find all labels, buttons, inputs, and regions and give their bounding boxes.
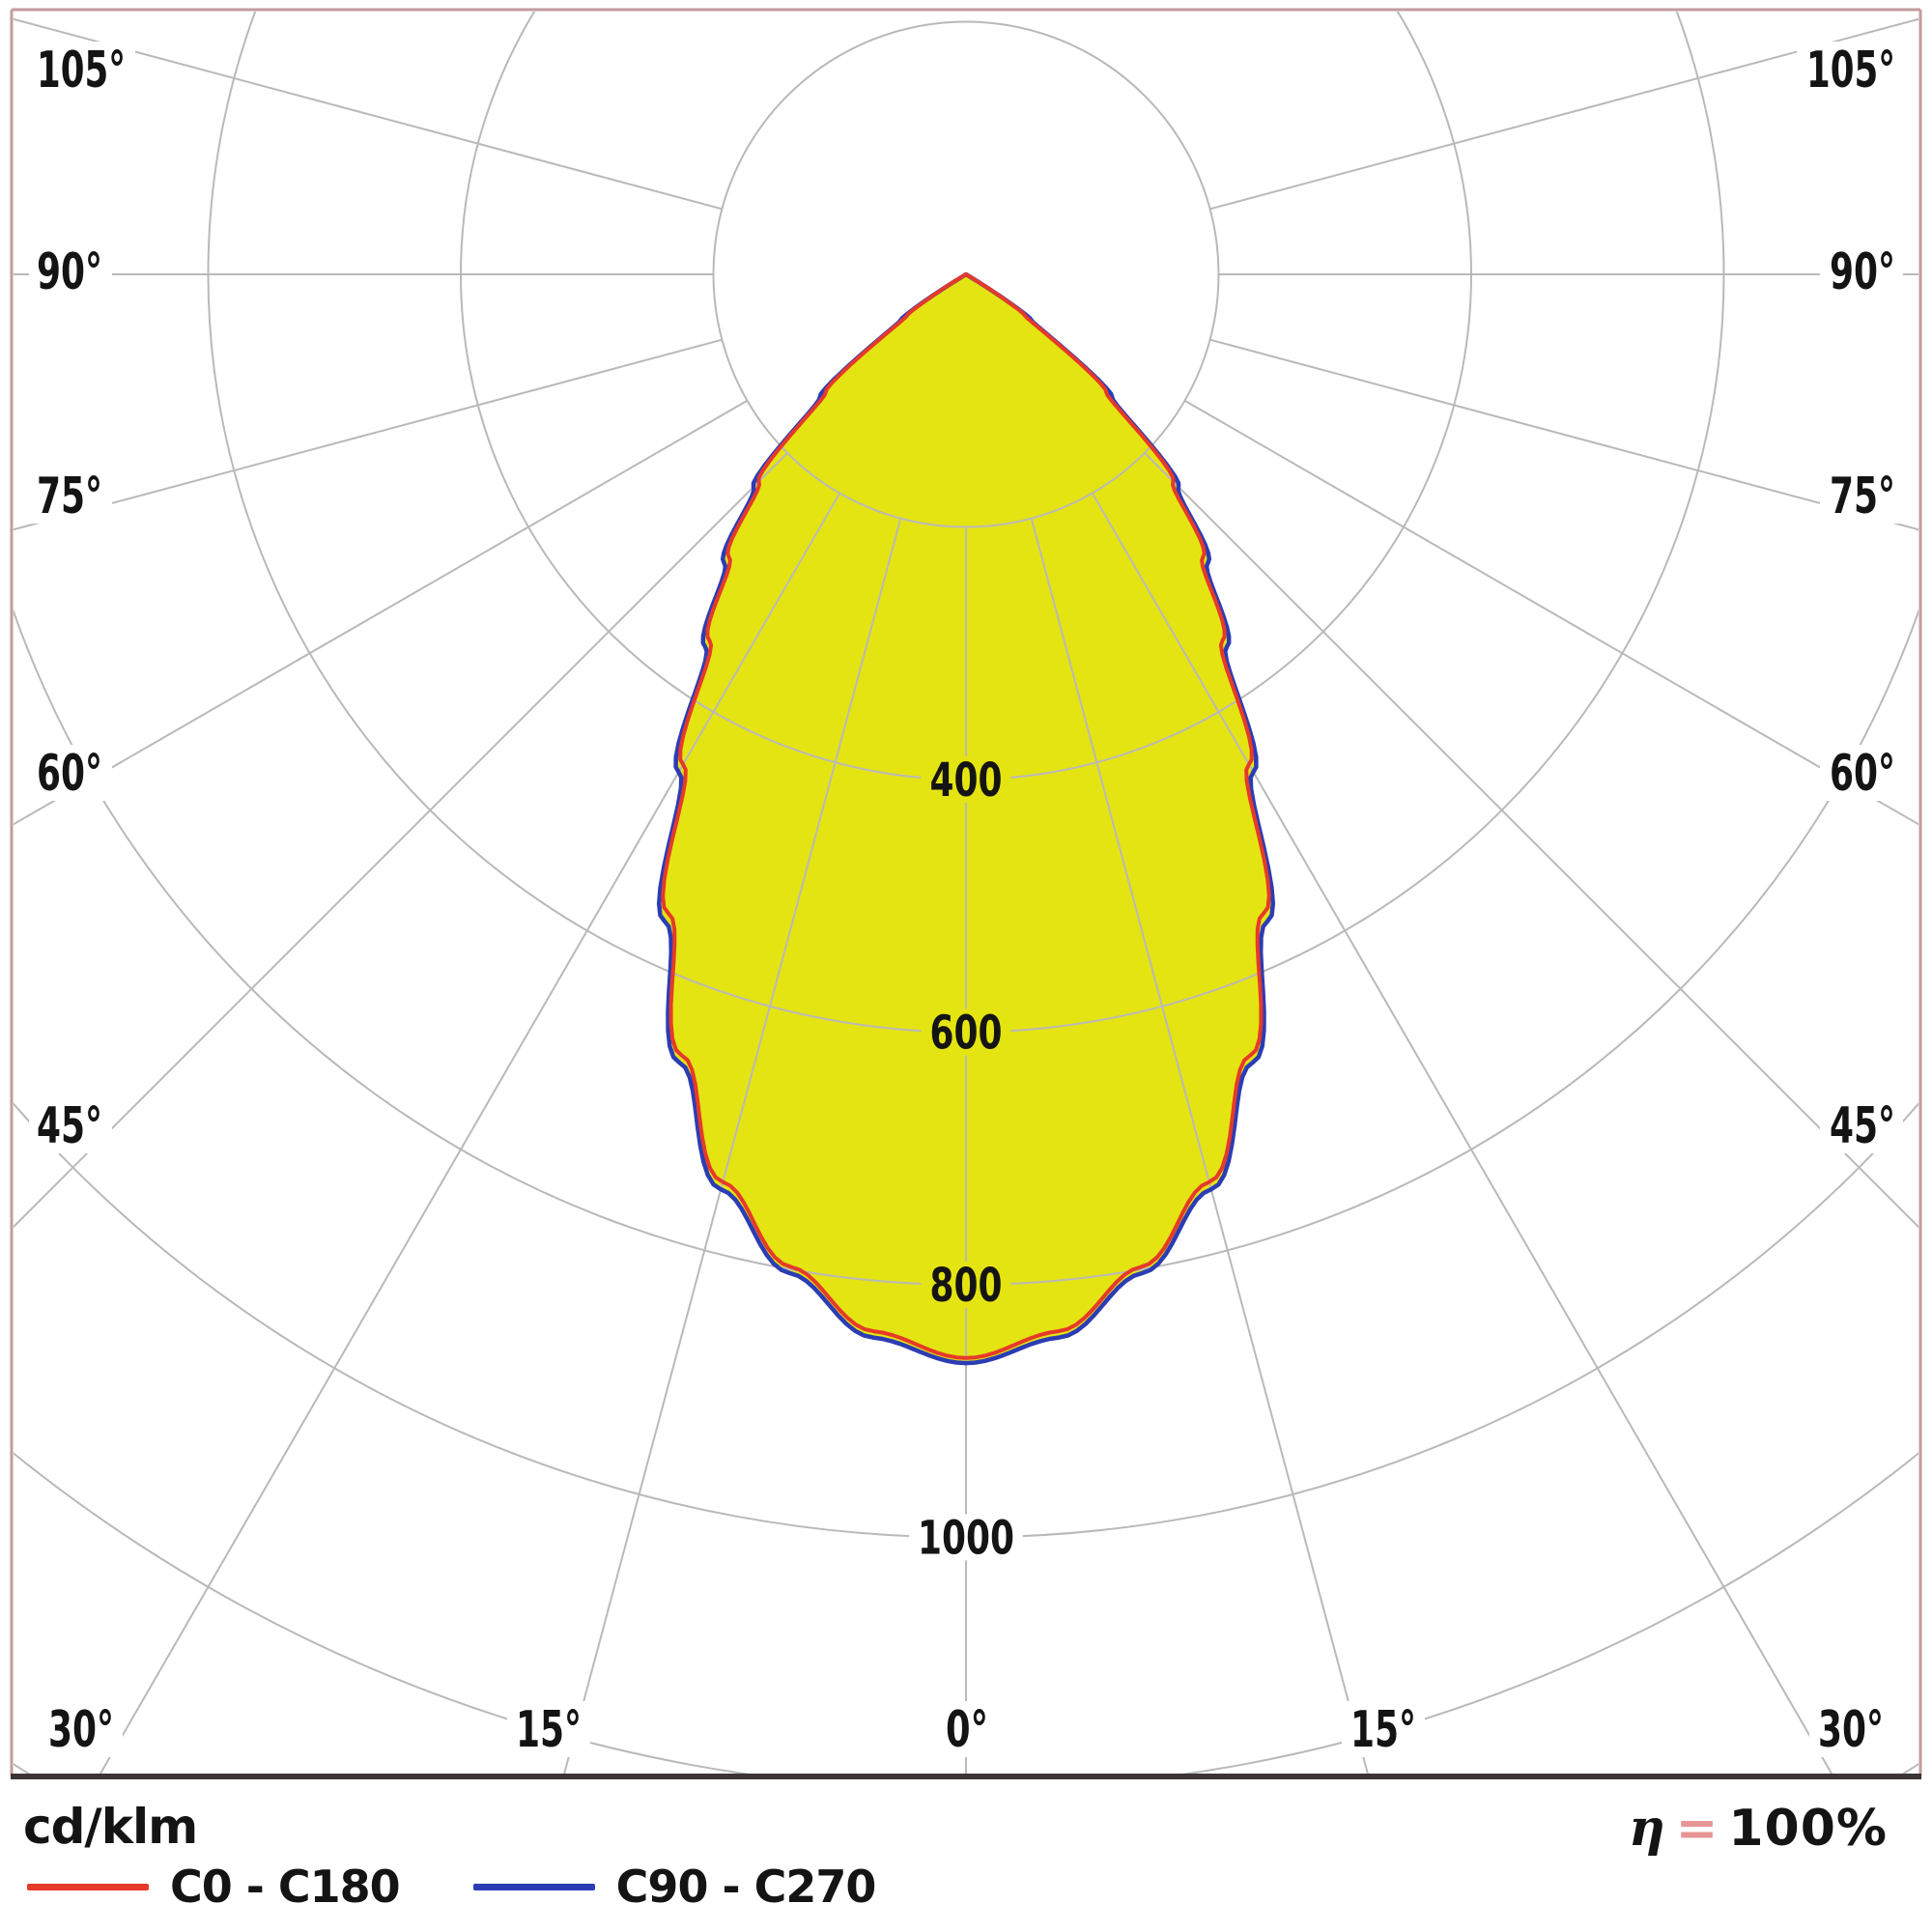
grid-ray-105-left <box>14 17 723 211</box>
c0-c180-label: C0 - C180 <box>170 1861 401 1913</box>
angle-tick-label-60: 60° <box>37 745 102 803</box>
angle-tick-label-75: 75° <box>37 468 102 526</box>
grid-ray-45-right <box>1144 452 1918 1229</box>
eta-value: 100% <box>1728 1800 1888 1858</box>
angle-tick-label-0: 0° <box>946 1701 988 1759</box>
radial-tick-label-600: 600 <box>930 1007 1003 1061</box>
angle-tick-bg-90 <box>29 243 112 299</box>
angle-tick-label-90: 90° <box>37 243 102 301</box>
angle-tick-bg-60 <box>1820 745 1903 801</box>
grid-ray-105-right <box>1209 17 1918 211</box>
c0-c180-curve <box>661 272 1271 1360</box>
radial-tick-bg-600 <box>921 1009 1011 1056</box>
angle-tick-label-60: 60° <box>1830 745 1895 803</box>
grid-ray-15-right <box>1030 518 1369 1774</box>
angle-tick-label-30: 30° <box>1818 1701 1884 1759</box>
grid-ray-75-left <box>14 338 723 531</box>
angle-tick-label-90: 90° <box>1830 243 1895 301</box>
angle-tick-bg-0 <box>937 1701 997 1757</box>
legend-item-c0-c180: C0 - C180 <box>27 1861 401 1913</box>
angle-tick-bg-105 <box>29 42 135 98</box>
angle-tick-label-15: 15° <box>516 1701 582 1759</box>
radial-tick-label-400: 400 <box>930 753 1003 808</box>
angle-tick-bg-75 <box>29 468 112 524</box>
grid-ray-45-left <box>14 452 788 1229</box>
frame-baseline <box>11 1774 1921 1779</box>
c90-c270-line-swatch <box>472 1883 595 1890</box>
angle-tick-bg-15 <box>507 1701 590 1757</box>
angle-tick-label-75: 75° <box>1830 468 1895 526</box>
grid-ray-30-left <box>99 492 841 1774</box>
angle-tick-label-15: 15° <box>1350 1701 1416 1759</box>
angle-tick-bg-105 <box>1797 42 1903 98</box>
angle-tick-bg-60 <box>29 745 112 801</box>
eta-equals-sign: = <box>1675 1800 1719 1858</box>
angle-tick-bg-30 <box>1809 1701 1892 1757</box>
radial-tick-label-800: 800 <box>930 1259 1003 1313</box>
legend: C0 - C180 C90 - C270 <box>27 1861 877 1913</box>
angle-tick-label-105: 105° <box>37 42 126 99</box>
angle-tick-label-45: 45° <box>37 1097 102 1155</box>
grid-ray-75-right <box>1209 338 1918 531</box>
legend-item-c90-c270: C90 - C270 <box>472 1861 877 1913</box>
angle-tick-bg-30 <box>40 1701 123 1757</box>
angle-tick-bg-15 <box>1342 1701 1425 1757</box>
c90-c270-curve <box>656 271 1276 1366</box>
grid-ray-30-right <box>1091 492 1833 1774</box>
radial-tick-bg-1000 <box>909 1514 1023 1561</box>
angle-tick-bg-75 <box>1820 468 1903 524</box>
radial-tick-label-1000: 1000 <box>918 1512 1014 1566</box>
grid-ray-15-left <box>563 518 902 1774</box>
eta-symbol: η <box>1628 1799 1666 1858</box>
angle-tick-bg-45 <box>1820 1097 1903 1153</box>
angle-tick-bg-45 <box>29 1097 112 1153</box>
radial-tick-bg-400 <box>921 756 1011 803</box>
angle-tick-label-105: 105° <box>1806 42 1895 99</box>
angle-tick-label-30: 30° <box>48 1701 114 1759</box>
efficiency-readout: η = 100% <box>1629 1799 1888 1858</box>
units-label: cd/klm <box>23 1799 198 1855</box>
c0-c180-line-swatch <box>27 1883 149 1890</box>
angle-tick-label-45: 45° <box>1830 1097 1895 1155</box>
angle-tick-bg-90 <box>1820 243 1903 299</box>
c90-c270-label: C90 - C270 <box>615 1861 877 1913</box>
grid-ray-60-right <box>1183 399 1918 826</box>
radial-tick-bg-800 <box>921 1262 1011 1308</box>
grid-ray-60-left <box>14 399 749 826</box>
